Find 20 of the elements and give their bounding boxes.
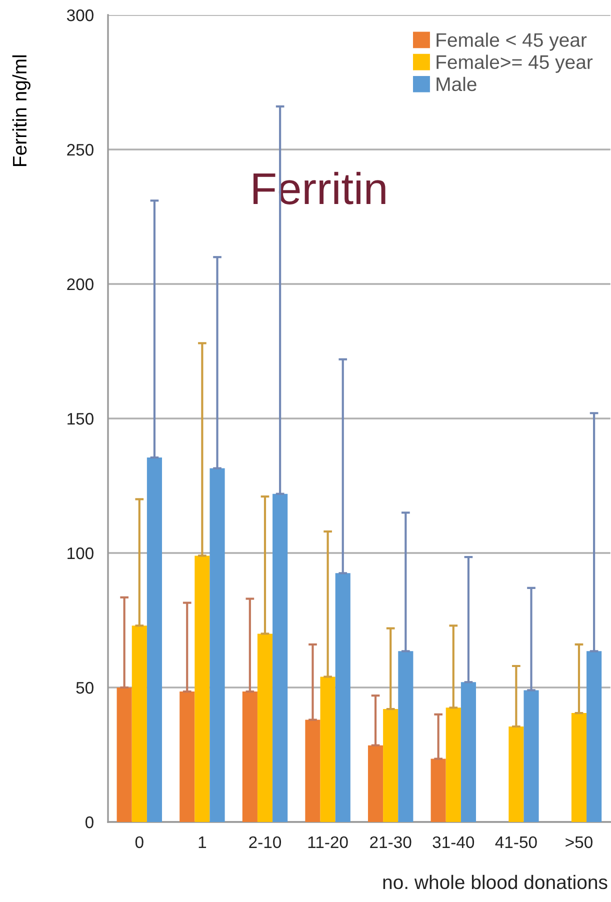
y-tick-label: 150: [68, 412, 94, 425]
y-tick-label: 50: [76, 682, 94, 694]
legend-label: Female>= 45 year: [436, 54, 593, 73]
x-tick-label: 41-50: [495, 836, 537, 848]
y-tick-label: 200: [67, 278, 94, 290]
y-tick-label: 100: [68, 547, 94, 560]
x-tick-label: 11-20: [308, 836, 348, 848]
x-tick-label: 1: [198, 836, 206, 848]
legend-label: Female < 45 year: [436, 32, 587, 51]
y-tick-label: 0: [85, 816, 94, 828]
x-tick-label: 21-30: [370, 836, 412, 848]
legend-label: Male: [436, 76, 476, 92]
x-tick-label: >50: [566, 836, 592, 848]
y-tick-label: 300: [66, 9, 94, 22]
x-axis-title: no. whole blood donations: [383, 874, 608, 890]
x-tick-label: 0: [135, 836, 144, 848]
x-tick-label: 31-40: [432, 836, 474, 848]
y-tick-label: 250: [67, 144, 94, 156]
x-tick-label: 2-10: [249, 836, 282, 848]
y-axis-title: Ferritin ng/ml: [12, 55, 30, 166]
